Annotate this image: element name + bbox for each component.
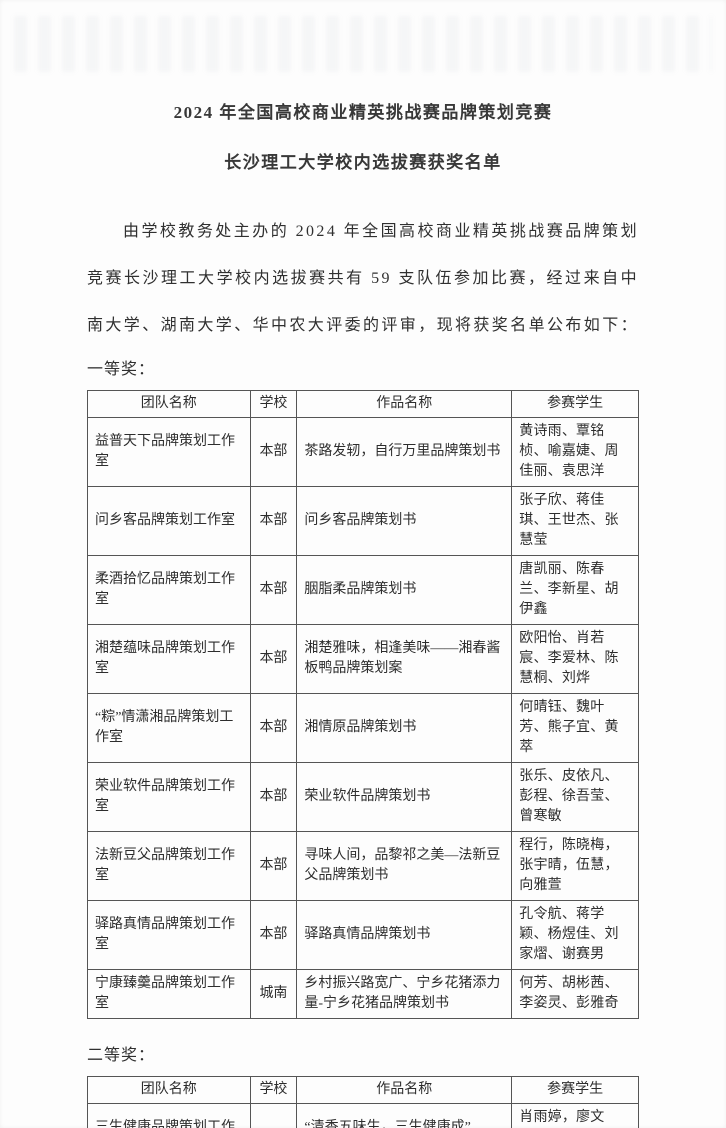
column-header: 团队名称 <box>87 1076 251 1104</box>
cell-school: 本部 <box>249 1103 298 1128</box>
cell-school: 本部 <box>249 693 298 763</box>
column-header: 团队名称 <box>87 390 251 418</box>
cell-team: 驿路真情品牌策划工作室 <box>87 900 251 970</box>
cell-school: 本部 <box>249 555 298 625</box>
section-label-first-prize: 一等奖： <box>87 361 156 378</box>
table-row: 三生健康品牌策划工作室本部“清香五味生，三生健康成” ——水井巷品牌策划案肖雨婷… <box>87 1103 639 1128</box>
column-header: 参赛学生 <box>511 1076 639 1104</box>
cell-students: 欧阳怡、肖若宸、李爱林、陈慧桐、刘烨 <box>511 624 639 694</box>
cell-school: 本部 <box>249 486 298 556</box>
cell-work: 茶路发轫，自行万里品牌策划书 <box>296 417 513 487</box>
cell-students: 何晴钰、魏叶芳、熊子宜、黄萃 <box>511 693 639 763</box>
cell-team: 益普天下品牌策划工作室 <box>87 417 251 487</box>
first-prize-table: 团队名称 学校 作品名称 参赛学生 益普天下品牌策划工作室 本部 茶路发轫，自行万里品牌策… <box>87 390 639 1019</box>
column-header: 作品名称 <box>296 390 513 418</box>
table-row: 宁康臻羹品牌策划工作室 城南 乡村振兴路宽广、宁乡花猪添力量-宁乡花猪品牌策划书 何芳… <box>87 969 639 1019</box>
cell-students: 黄诗雨、覃铭桢、喻嘉婕、周佳丽、袁思洋 <box>511 417 639 487</box>
document-content: 2024 年全国高校商业精英挑战赛品牌策划竞赛 长沙理工大学校内选拔赛获奖名单 … <box>87 0 639 1128</box>
cell-school: 本部 <box>249 624 298 694</box>
table-row: 益普天下品牌策划工作室 本部 茶路发轫，自行万里品牌策划书 黄诗雨、覃铭桢、喻嘉婕、周… <box>87 417 639 487</box>
cell-work: 荣业软件品牌策划书 <box>296 762 513 832</box>
cell-work: 驿路真情品牌策划书 <box>296 900 513 970</box>
cell-team: 湘楚蕴味品牌策划工作室 <box>87 624 251 694</box>
cell-students: 张乐、皮依凡、彭程、徐吾莹、曾寒敏 <box>511 762 639 832</box>
intro-paragraph: 由学校教务处主办的 2024 年全国高校商业精英挑战赛品牌策划竞赛长沙理工大学校… <box>87 223 640 334</box>
cell-work: 寻味人间，品黎祁之美—法新豆父品牌策划书 <box>296 831 513 901</box>
cell-work: 胭脂柔品牌策划书 <box>296 555 513 625</box>
table-row: 问乡客品牌策划工作室 本部 问乡客品牌策划书 张子欣、蒋佳琪、王世杰、张慧莹 <box>87 486 639 556</box>
table-header-row: 团队名称 学校 作品名称 参赛学生 <box>87 390 639 418</box>
cell-students: 肖雨婷，廖文昊，雷真，易翮，施宜卓 <box>511 1103 639 1128</box>
cell-work: 乡村振兴路宽广、宁乡花猪添力量-宁乡花猪品牌策划书 <box>296 969 513 1019</box>
cell-students: 何芳、胡彬茜、李姿灵、彭雅奇 <box>511 969 639 1019</box>
cell-team: 问乡客品牌策划工作室 <box>87 486 251 556</box>
table-row: 荣业软件品牌策划工作室 本部 荣业软件品牌策划书 张乐、皮依凡、彭程、徐吾莹、曾寒敏 <box>87 762 639 832</box>
document-title-line1: 2024 年全国高校商业精英挑战赛品牌策划竞赛 <box>173 103 553 122</box>
cell-team: 荣业软件品牌策划工作室 <box>87 762 251 832</box>
cell-team: 三生健康品牌策划工作室 <box>87 1103 251 1128</box>
column-header: 学校 <box>249 1076 298 1104</box>
document-title-line2: 长沙理工大学校内选拔赛获奖名单 <box>224 153 502 172</box>
cell-work: 湘情原品牌策划书 <box>296 693 513 763</box>
table-row: 湘楚蕴味品牌策划工作室 本部 湘楚雅味，相逢美味——湘春酱板鸭品牌策划案 欧阳怡、肖若… <box>87 624 639 694</box>
column-header: 参赛学生 <box>511 390 639 418</box>
cell-school: 城南 <box>249 969 298 1019</box>
cell-team: “粽”情潇湘品牌策划工作室 <box>87 693 251 763</box>
cell-work: “清香五味生，三生健康成” ——水井巷品牌策划案 <box>296 1103 513 1128</box>
cell-students: 程行，陈晓梅，张宇晴，伍慧，向雅萱 <box>511 831 639 901</box>
cell-school: 本部 <box>249 831 298 901</box>
cell-school: 本部 <box>249 417 298 487</box>
column-header: 作品名称 <box>296 1076 513 1104</box>
cell-students: 唐凯丽、陈春兰、李新星、胡伊鑫 <box>511 555 639 625</box>
cell-work: 问乡客品牌策划书 <box>296 486 513 556</box>
cell-work: 湘楚雅味，相逢美味——湘春酱板鸭品牌策划案 <box>296 624 513 694</box>
table-row: “粽”情潇湘品牌策划工作室 本部 湘情原品牌策划书 何晴钰、魏叶芳、熊子宜、黄萃 <box>87 693 639 763</box>
cell-school: 本部 <box>249 762 298 832</box>
cell-team: 法新豆父品牌策划工作室 <box>87 831 251 901</box>
section-label-second-prize: 二等奖： <box>87 1047 156 1064</box>
cell-students: 孔令航、蒋学颖、杨煜佳、刘家熠、谢赛男 <box>511 900 639 970</box>
column-header: 学校 <box>249 390 298 418</box>
table-row: 法新豆父品牌策划工作室 本部 寻味人间，品黎祁之美—法新豆父品牌策划书 程行，陈晓梅，… <box>87 831 639 901</box>
table-row: 柔酒拾忆品牌策划工作室 本部 胭脂柔品牌策划书 唐凯丽、陈春兰、李新星、胡伊鑫 <box>87 555 639 625</box>
cell-school: 本部 <box>249 900 298 970</box>
table-row: 驿路真情品牌策划工作室 本部 驿路真情品牌策划书 孔令航、蒋学颖、杨煜佳、刘家熠、谢赛… <box>87 900 639 970</box>
cell-students: 张子欣、蒋佳琪、王世杰、张慧莹 <box>511 486 639 556</box>
cell-team: 宁康臻羹品牌策划工作室 <box>87 969 251 1019</box>
table-header-row: 团队名称 学校 作品名称 参赛学生 <box>87 1076 639 1104</box>
cell-team: 柔酒拾忆品牌策划工作室 <box>87 555 251 625</box>
